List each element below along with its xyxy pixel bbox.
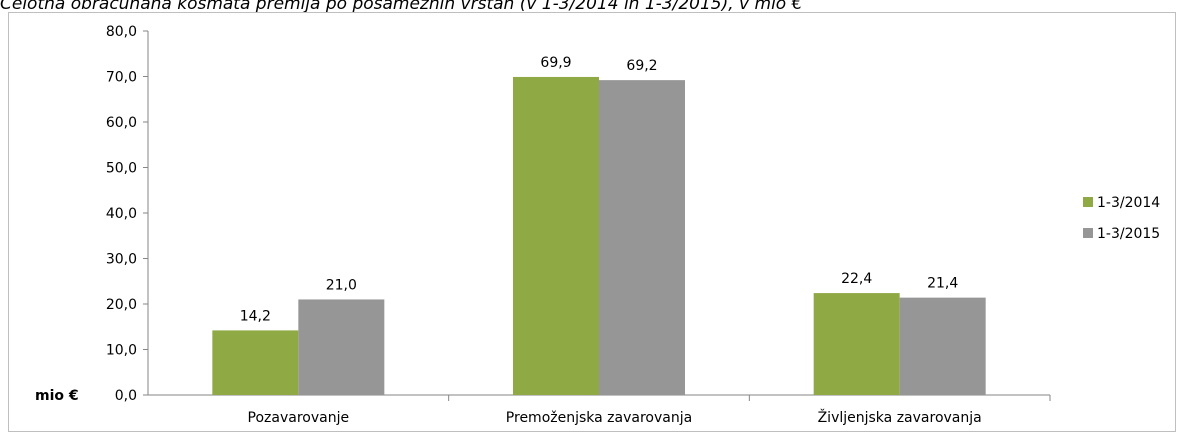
bar <box>212 330 299 395</box>
bar <box>599 80 685 395</box>
legend-label: 1-3/2015 <box>1097 226 1160 242</box>
data-label: 69,9 <box>540 55 571 71</box>
bar <box>513 76 599 395</box>
y-tick-label: 80,0 <box>106 24 137 40</box>
data-label: 21,0 <box>326 277 357 293</box>
data-label: 14,2 <box>240 308 271 324</box>
y-tick-label: 0,0 <box>115 388 137 404</box>
y-tick-label: 70,0 <box>106 70 137 86</box>
y-tick-label: 20,0 <box>106 297 137 313</box>
y-axis-unit: mio € <box>35 388 79 404</box>
y-tick-label: 60,0 <box>106 115 137 131</box>
bar <box>813 293 900 395</box>
legend-swatch <box>1083 197 1093 207</box>
legend-label: 1-3/2014 <box>1097 195 1160 211</box>
data-label: 21,4 <box>927 276 958 292</box>
data-label: 22,4 <box>841 271 872 287</box>
chart-title: Celotna obračunana kosmata premija po po… <box>0 0 803 14</box>
legend-swatch <box>1083 228 1093 238</box>
x-tick-label: Življenjska zavarovanja <box>818 408 982 426</box>
x-tick-label: Pozavarovanje <box>248 410 350 426</box>
y-tick-label: 50,0 <box>106 161 137 177</box>
y-tick-label: 30,0 <box>106 252 137 268</box>
bar <box>899 297 986 395</box>
y-tick-label: 40,0 <box>106 206 137 222</box>
bar <box>298 299 385 395</box>
x-tick-label: Premoženjska zavarovanja <box>506 410 692 426</box>
y-tick-label: 10,0 <box>106 343 137 359</box>
chart-frame <box>8 12 1176 432</box>
data-label: 69,2 <box>626 58 657 74</box>
